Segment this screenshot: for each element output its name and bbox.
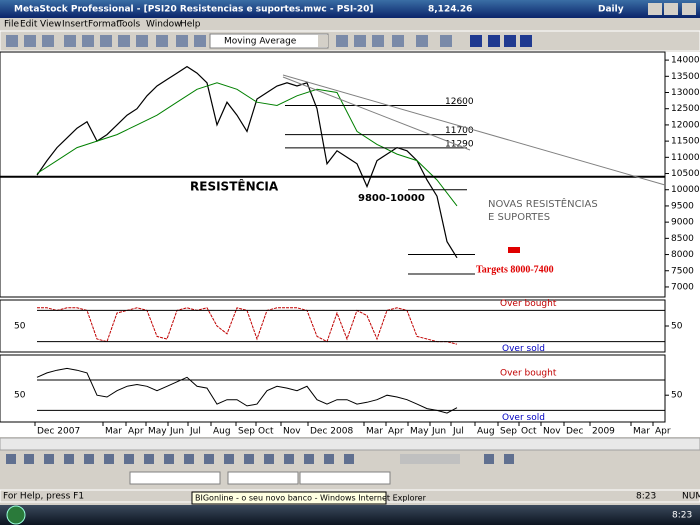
y-tick-label: 7000 (671, 282, 694, 292)
annotation: Targets 8000-7400 (476, 264, 554, 275)
menu-item[interactable]: Help (180, 20, 201, 30)
x-tick-label: Dec 2007 (37, 427, 80, 437)
chart-area (0, 52, 700, 437)
period: Daily (598, 5, 624, 15)
x-tick-label: Sep (500, 427, 517, 437)
toolbar-icons[interactable] (6, 35, 532, 47)
x-tick-label: Aug (213, 427, 231, 437)
tooltip: BIGonline - o seu novo banco - Windows I… (195, 494, 427, 503)
x-tick-label: Apr (128, 427, 144, 437)
menu-item[interactable]: File (4, 20, 20, 30)
x-tick-label: Mar (366, 427, 383, 437)
combo-arrow[interactable] (318, 35, 328, 47)
y-tick-label: 9500 (671, 201, 694, 211)
y-tick-label: 11500 (671, 137, 700, 147)
x-tick-label: Sep (238, 427, 255, 437)
series-line (36, 82, 458, 207)
y-tick-label: 14000 (671, 56, 700, 66)
target-flag (508, 247, 520, 253)
last-price: 8,124.26 (428, 5, 472, 15)
x-tick-label: Oct (521, 427, 537, 437)
trend-line (282, 74, 666, 186)
window-title: MetaStock Professional - [PSI20 Resisten… (14, 5, 374, 15)
x-tick-label: 2009 (592, 427, 615, 437)
charts: 7000 7500 8000 8500 9000 9500 10000 10500 11000 1… (0, 51, 700, 437)
x-tick-label: May (148, 427, 167, 437)
x-tick-label: Nov (543, 427, 561, 437)
status-time: 8:23 (636, 492, 656, 502)
status-help: For Help, press F1 (3, 492, 84, 502)
y-tick-label: 11000 (671, 153, 700, 163)
y-tick-label: 9000 (671, 218, 694, 228)
annotation: 9800-10000 (358, 193, 425, 204)
trend-line (282, 76, 471, 151)
x-tick-label: Apr (388, 427, 404, 437)
status-num: NUM (682, 492, 700, 502)
oversold-label: Over sold (502, 344, 545, 354)
indicator-name: Moving Average (224, 37, 297, 47)
menu-item[interactable]: Window (146, 20, 182, 30)
x-tick-label: Jun (169, 427, 184, 437)
tooltip-box (191, 491, 387, 505)
series-line (36, 65, 458, 259)
menu-item[interactable]: Format (88, 20, 120, 30)
x-tick-label: Apr (655, 427, 671, 437)
x-tick-label: Jul (189, 427, 201, 437)
overbought-label: Over bought (500, 369, 557, 379)
level-label: 11290 (445, 139, 474, 149)
x-tick-label: Jul (452, 427, 464, 437)
y-tick-label: 13000 (671, 88, 700, 98)
x-tick-label: Dec (566, 427, 583, 437)
y-tick-label: 12000 (671, 120, 700, 130)
annotation: RESISTÊNCIA (190, 179, 279, 194)
overbought-label: Over bought (500, 299, 557, 309)
y-tick-label: 8500 (671, 234, 694, 244)
series-line (36, 367, 458, 414)
level-label: 11700 (445, 126, 474, 136)
x-tick-label: Oct (258, 427, 274, 437)
start-button[interactable] (6, 505, 26, 525)
y-tick-label: 10000 (671, 185, 700, 195)
y-tick-label: 10500 (671, 169, 700, 179)
panel-frame (0, 354, 666, 423)
level-label: 12600 (445, 97, 474, 107)
clock: 8:23 (672, 511, 692, 521)
x-tick-label: May (410, 427, 429, 437)
x-tick-label: Mar (633, 427, 650, 437)
x-tick-label: Aug (477, 427, 495, 437)
y-tick-label: 12500 (671, 104, 700, 114)
y-tick-label: 13500 (671, 72, 700, 82)
x-tick-label: Dec 2008 (310, 427, 353, 437)
taskbar (0, 505, 700, 525)
y-tick-label-left: 50 (14, 322, 26, 332)
scrollbar[interactable] (0, 437, 700, 451)
drawing-tools[interactable] (6, 454, 514, 485)
menu-item[interactable]: View (40, 20, 61, 30)
annotation: E SUPORTES (488, 212, 550, 223)
y-tick-label: 50 (671, 391, 683, 401)
menu-item[interactable]: Edit (20, 20, 38, 30)
x-tick-label: Mar (105, 427, 122, 437)
y-tick-label-left: 50 (14, 391, 26, 401)
y-tick-label: 50 (671, 322, 683, 332)
annotation: NOVAS RESISTÊNCIAS (488, 197, 598, 210)
x-tick-label: Nov (283, 427, 301, 437)
panel-frame (0, 51, 666, 298)
oversold-label: Over sold (502, 413, 545, 423)
y-tick-label: 8000 (671, 250, 694, 260)
menu-item[interactable]: Tools (117, 20, 140, 30)
title-bar (0, 0, 700, 18)
menu-item[interactable]: Insert (62, 20, 88, 30)
window-controls[interactable] (648, 3, 696, 15)
x-tick-label: Jun (431, 427, 446, 437)
y-tick-label: 7500 (671, 266, 694, 276)
